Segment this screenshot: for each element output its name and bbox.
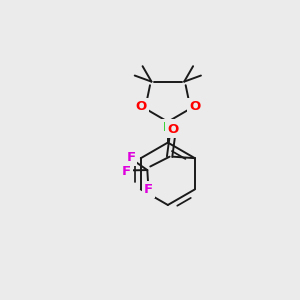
Text: F: F <box>126 151 136 164</box>
Text: B: B <box>163 121 173 134</box>
Text: O: O <box>189 100 200 113</box>
Text: O: O <box>167 122 178 136</box>
Text: O: O <box>136 100 147 113</box>
Text: F: F <box>144 183 153 196</box>
Text: F: F <box>122 165 131 178</box>
